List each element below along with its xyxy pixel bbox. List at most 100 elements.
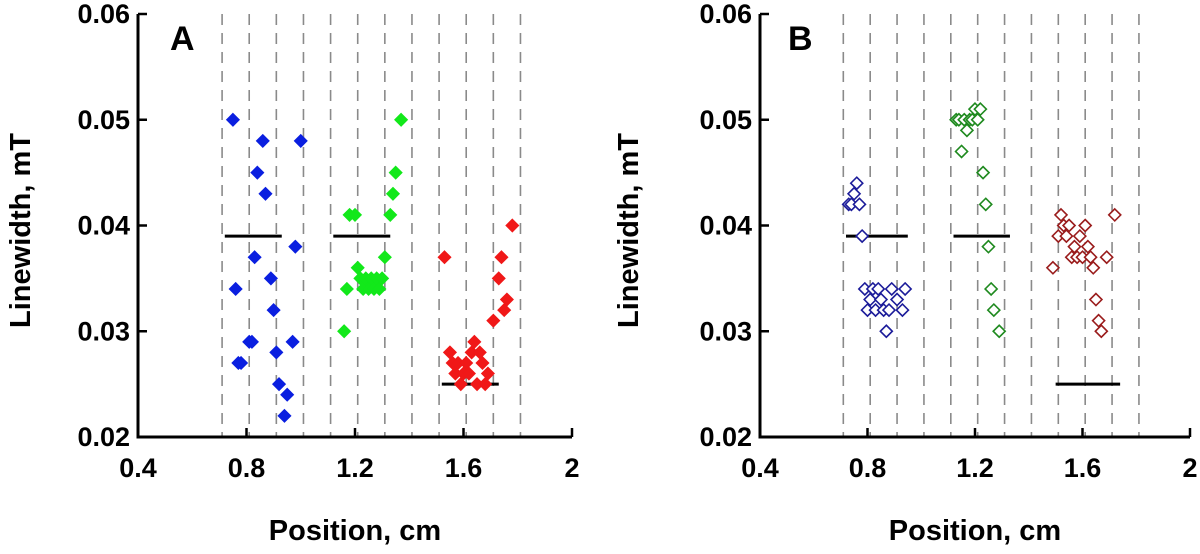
x-tick-label: 1.6: [445, 453, 483, 483]
data-point: [975, 165, 991, 180]
data-point: [288, 239, 303, 254]
data-point: [973, 102, 988, 117]
data-point: [453, 377, 468, 392]
data-point: [467, 334, 482, 349]
data-point: [986, 302, 1001, 318]
x-tick-label: 1.6: [1064, 453, 1102, 483]
data-markers: [841, 102, 1122, 339]
data-point: [285, 334, 300, 349]
data-point: [339, 281, 354, 297]
data-point: [505, 218, 520, 233]
y-tick-label: 0.05: [77, 105, 130, 135]
y-tick-label: 0.06: [77, 0, 130, 29]
data-point: [873, 292, 889, 307]
data-point: [981, 239, 996, 254]
data-point: [258, 186, 273, 201]
data-point: [1078, 218, 1093, 233]
x-axis-title: Position, cm: [269, 515, 441, 547]
panel-label: B: [788, 20, 813, 58]
x-tick-label: 0.8: [849, 453, 887, 483]
data-point: [385, 186, 401, 201]
data-point: [247, 250, 262, 265]
data-point: [499, 292, 514, 307]
data-point: [494, 250, 509, 265]
data-point: [1091, 313, 1106, 328]
data-point: [1061, 218, 1077, 233]
panel-b: 0.02 0.03 0.04 0.05 0.06 0.4 0.8 1.2 1.6 2 B Posi…: [613, 0, 1198, 547]
data-point: [372, 281, 387, 297]
data-point: [1099, 250, 1114, 265]
data-point: [383, 207, 398, 222]
data-point: [954, 144, 969, 159]
data-point: [244, 334, 259, 349]
data-point: [375, 271, 390, 286]
data-point: [854, 228, 870, 244]
data-point: [1067, 239, 1082, 254]
data-point: [442, 345, 458, 360]
data-point: [1059, 228, 1074, 244]
data-point: [1053, 207, 1069, 223]
data-point: [497, 303, 512, 318]
axes: [758, 14, 1190, 439]
data-point: [978, 197, 993, 212]
data-point: [293, 133, 308, 148]
guide-lines: [842, 14, 1140, 437]
data-point: [486, 313, 501, 328]
data-point: [394, 112, 409, 127]
data-point: [280, 387, 295, 402]
x-axis-title: Position, cm: [889, 515, 1061, 547]
data-point: [846, 186, 862, 201]
data-point: [863, 292, 878, 307]
data-point: [897, 281, 913, 297]
y-tick-label: 0.06: [699, 0, 752, 29]
data-point: [350, 260, 365, 275]
y-tick-label: 0.04: [699, 211, 752, 241]
data-point: [895, 302, 910, 318]
data-point: [234, 355, 249, 371]
x-tick-label: 0.8: [228, 453, 266, 483]
data-point: [849, 176, 864, 191]
data-point: [475, 355, 490, 371]
data-point: [461, 366, 476, 381]
guide-lines: [221, 14, 522, 437]
x-tick-label: 2: [564, 453, 579, 483]
data-point: [225, 112, 241, 127]
data-point: [437, 250, 452, 265]
y-tick-label: 0.05: [699, 105, 752, 135]
data-point: [871, 281, 886, 297]
x-tick-label: 0.4: [119, 453, 157, 483]
data-point: [1088, 292, 1104, 307]
data-point: [884, 281, 899, 297]
y-axis-title: Linewidth, mT: [613, 133, 645, 328]
x-tick-label: 0.4: [741, 453, 779, 483]
data-point: [250, 165, 265, 180]
y-tick-label: 0.03: [77, 316, 130, 346]
data-point: [1086, 260, 1101, 275]
panel-label: A: [170, 20, 195, 58]
y-tick-label: 0.04: [77, 211, 130, 241]
data-point: [271, 377, 287, 392]
tick-marks: 0.02 0.03 0.04 0.05 0.06 0.4 0.8 1.2 1.6 2: [699, 0, 1197, 483]
data-point: [263, 271, 278, 286]
data-point: [478, 377, 493, 392]
data-point: [228, 281, 243, 297]
y-tick-label: 0.03: [699, 316, 752, 346]
y-axis-title: Linewidth, mT: [5, 133, 37, 328]
panel-a: 0.02 0.03 0.04 0.05 0.06 0.4 0.8 1.2 1.6 2 A Posi…: [5, 0, 580, 547]
data-point: [970, 112, 985, 127]
data-point: [377, 250, 392, 265]
data-point: [491, 271, 506, 286]
data-point: [266, 303, 281, 318]
data-point: [347, 207, 363, 222]
data-point: [255, 133, 270, 148]
x-tick-label: 1.2: [956, 453, 994, 483]
data-point: [959, 123, 975, 138]
data-point: [480, 366, 495, 381]
y-tick-label: 0.02: [699, 422, 752, 452]
data-point: [388, 165, 403, 180]
data-point: [1080, 239, 1096, 254]
data-point: [277, 408, 292, 423]
y-tick-label: 0.02: [77, 422, 130, 452]
data-markers: [225, 112, 520, 423]
